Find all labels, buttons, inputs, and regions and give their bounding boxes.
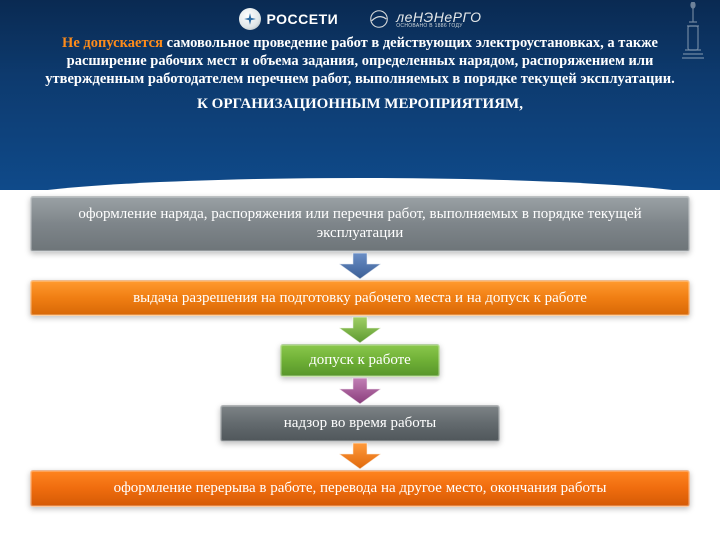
lenenergo-logo-tagline: ОСНОВАНО В 1886 ГОДУ [396, 24, 481, 29]
header-paragraph: Не допускается самовольное проведение ра… [24, 34, 696, 88]
header-lead: Не допускается [62, 35, 163, 51]
flow-box-1: оформление наряда, распоряжения или пере… [30, 196, 690, 252]
header-subtitle: К ОРГАНИЗАЦИОННЫМ МЕРОПРИЯТИЯМ, [24, 96, 696, 113]
flow-box-3: допуск к работе [280, 344, 440, 377]
lenenergo-logo-text: леНЭНеРГО [396, 10, 481, 24]
flow-arrow-icon [339, 443, 381, 469]
flow-box-2: выдача разрешения на подготовку рабочего… [30, 280, 690, 317]
flow-box-4: надзор во время работы [220, 405, 500, 442]
rosseti-logo-text: РОССЕТИ [267, 11, 339, 27]
lenenergo-logo-icon [368, 8, 390, 30]
flow-arrow-icon [339, 253, 381, 279]
flow-diagram: оформление наряда, распоряжения или пере… [0, 190, 720, 519]
logos-row: РОССЕТИ леНЭНеРГО ОСНОВАНО В 1886 ГОДУ [24, 8, 696, 30]
flow-arrow-icon [339, 378, 381, 404]
header-band: РОССЕТИ леНЭНеРГО ОСНОВАНО В 1886 ГОДУ Н… [0, 0, 720, 190]
flow-arrow-icon [339, 317, 381, 343]
flow-box-5: оформление перерыва в работе, перевода н… [30, 470, 690, 507]
monument-decoration [680, 2, 706, 60]
rosseti-logo-icon [239, 8, 261, 30]
